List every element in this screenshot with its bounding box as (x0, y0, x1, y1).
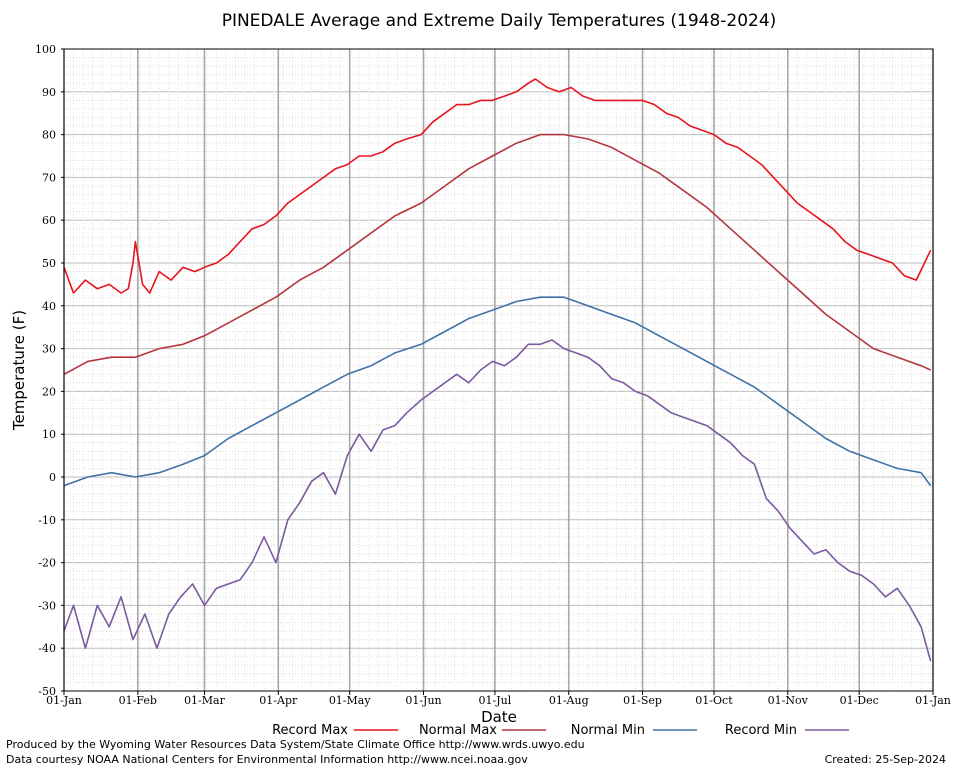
series-line-record-max (63, 78, 932, 294)
x-tick-label: 01-Feb (119, 694, 157, 707)
y-tick-label: -20 (38, 557, 56, 570)
legend-label: Record Min (725, 723, 797, 738)
chart-title: PINEDALE Average and Extreme Daily Tempe… (222, 11, 777, 31)
x-tick-label: 01-Dec (840, 694, 879, 707)
series-line-record-min (63, 339, 932, 662)
x-tick-label: 01-May (329, 694, 372, 707)
y-tick-label: -10 (38, 514, 56, 527)
x-tick-label: 01-Jan (915, 694, 951, 707)
legend: Record Max Normal Max Normal Min Record Min (272, 723, 849, 738)
y-tick-label: 20 (42, 385, 56, 398)
x-tick-label: 01-Jun (405, 694, 441, 707)
y-tick-labels: -50 -40 -30 -20 -10 0 10 20 30 40 50 60 70 80 90 100 (35, 43, 64, 698)
series-line-normal-max (63, 133, 931, 376)
series-line-normal-min (63, 296, 932, 487)
y-tick-label: 50 (42, 257, 56, 270)
y-tick-label: 40 (42, 300, 56, 313)
plot-frame (63, 48, 934, 692)
x-tick-label: 01-Sep (623, 694, 662, 707)
y-tick-label: 80 (42, 129, 56, 142)
x-tick-label: 01-Jul (479, 694, 512, 707)
y-tick-label: -40 (38, 642, 56, 655)
y-tick-label: 30 (42, 343, 56, 356)
y-tick-label: 70 (42, 171, 56, 184)
y-tick-label: 100 (35, 43, 56, 56)
legend-label: Record Max (272, 723, 348, 738)
footer-created: Created: 25-Sep-2024 (824, 753, 946, 766)
series-lines (63, 78, 932, 662)
x-tick-label: 01-Apr (259, 694, 298, 707)
y-tick-label: 90 (42, 86, 56, 99)
x-tick-label: 01-Aug (549, 694, 589, 707)
x-tick-label: 01-Mar (184, 694, 226, 707)
legend-label: Normal Max (419, 723, 497, 738)
y-tick-label: 0 (49, 471, 56, 484)
footer-courtesy: Data courtesy NOAA National Centers for … (6, 753, 528, 766)
y-tick-label: -50 (38, 685, 56, 698)
x-tick-label: 01-Nov (768, 694, 809, 707)
grid (63, 48, 934, 692)
y-tick-label: -30 (38, 599, 56, 612)
y-axis-label: Temperature (F) (10, 310, 28, 431)
x-axis-label: Date (481, 708, 517, 726)
y-tick-label: 60 (42, 214, 56, 227)
y-tick-label: 10 (42, 428, 56, 441)
x-tick-label: 01-Jan (46, 694, 82, 707)
footer-producer: Produced by the Wyoming Water Resources … (6, 738, 585, 751)
legend-label: Normal Min (571, 723, 645, 738)
x-tick-label: 01-Oct (695, 694, 733, 707)
x-tick-labels: 01-Jan 01-Feb 01-Mar 01-Apr 01-May 01-Jun 01-J… (46, 691, 951, 707)
